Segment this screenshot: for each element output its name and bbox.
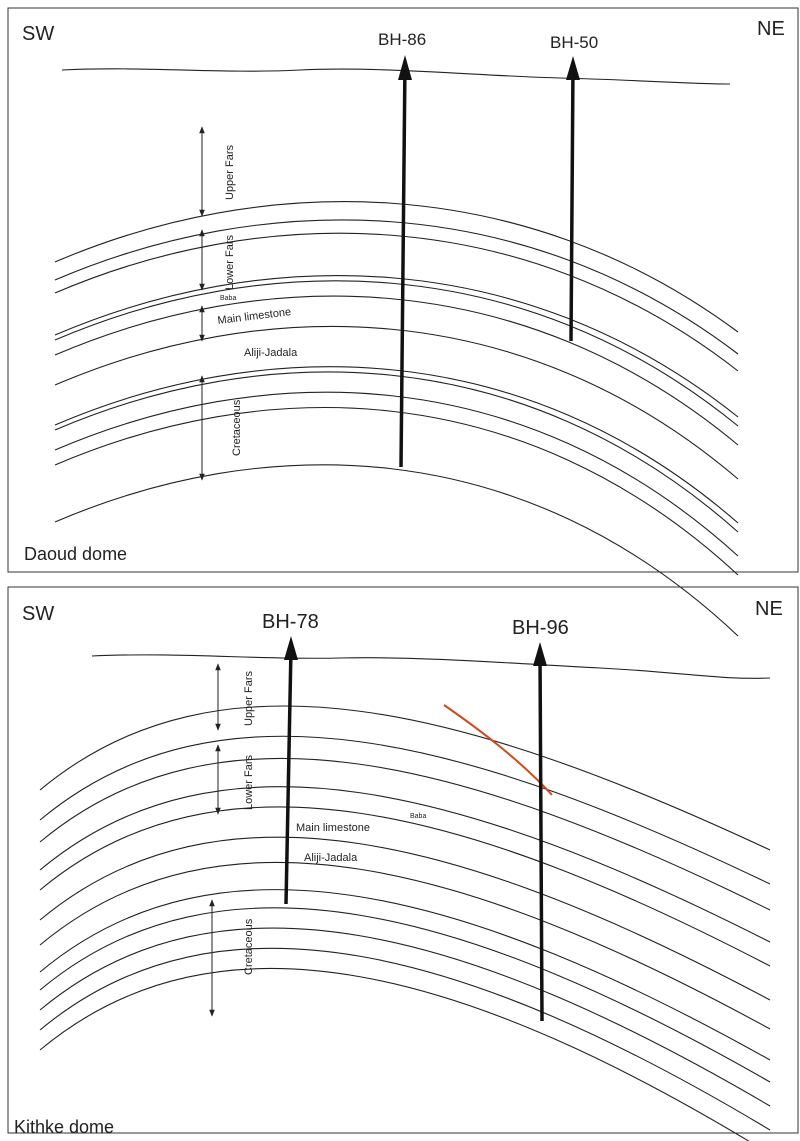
panel-frame xyxy=(7,586,799,1134)
panel: SW NE BH-86 BH-50 Upper Fars Lower Fars … xyxy=(7,7,799,637)
horizon xyxy=(54,391,739,557)
unit-label: Main limestone xyxy=(217,306,292,327)
borehole xyxy=(569,65,575,342)
borehole-arrow xyxy=(284,636,298,660)
borehole-label: BH-96 xyxy=(512,617,569,639)
borehole xyxy=(399,61,407,468)
borehole xyxy=(284,647,293,905)
borehole-label: BH-50 xyxy=(550,33,598,52)
panel-name: Daoud dome xyxy=(24,544,127,564)
unit-label: Cretaceous xyxy=(231,399,243,456)
right-label: NE xyxy=(755,598,783,620)
unit-label: Cretaceous xyxy=(243,918,255,975)
panel-name: Kithke dome xyxy=(14,1117,114,1137)
horizon xyxy=(39,757,771,911)
horizon xyxy=(39,907,771,1083)
fault xyxy=(443,704,553,796)
horizon xyxy=(39,786,771,943)
right-label: NE xyxy=(757,18,785,40)
horizon xyxy=(54,201,739,333)
horizon xyxy=(39,889,771,1061)
horizon xyxy=(54,407,739,576)
unit-label: Baba xyxy=(220,295,236,302)
unit-label: Baba xyxy=(410,813,426,820)
horizon xyxy=(54,295,739,446)
borehole-label: BH-86 xyxy=(378,30,426,49)
horizons xyxy=(54,201,739,637)
horizon xyxy=(39,705,771,851)
unit-label: Main limestone xyxy=(296,822,370,834)
left-label: SW xyxy=(22,603,54,625)
horizon xyxy=(54,232,739,372)
horizon xyxy=(39,967,750,1141)
borehole-arrow xyxy=(566,56,580,80)
borehole-arrow xyxy=(533,642,547,666)
horizons xyxy=(39,705,771,1141)
horizon xyxy=(54,371,739,533)
horizon xyxy=(54,464,739,637)
horizon xyxy=(39,927,771,1107)
horizon xyxy=(39,947,771,1131)
panel-frame xyxy=(7,7,799,573)
horizon xyxy=(39,836,771,1001)
horizon xyxy=(39,735,771,885)
borehole-label: BH-78 xyxy=(262,611,319,633)
ground-surface xyxy=(61,68,731,85)
unit-label: Aliji-Jadala xyxy=(244,347,298,359)
thickness-arrows xyxy=(209,663,221,1017)
unit-label: Upper Fars xyxy=(224,144,236,200)
horizon xyxy=(54,219,739,355)
horizon xyxy=(54,274,739,418)
horizon xyxy=(54,366,739,524)
unit-label: Aliji-Jadala xyxy=(304,852,358,864)
borehole-arrow xyxy=(398,55,412,80)
unit-label: Lower Fars xyxy=(224,234,236,290)
left-label: SW xyxy=(22,23,54,45)
horizon xyxy=(54,325,739,480)
panel: SW NE BH-78 BH-96 Upper Fars Lower Fars … xyxy=(7,586,799,1141)
horizon xyxy=(39,806,771,967)
unit-label: Lower Fars xyxy=(243,754,255,810)
ground-surface xyxy=(91,654,771,679)
unit-label: Upper Fars xyxy=(243,670,255,726)
borehole xyxy=(538,653,544,1022)
horizon xyxy=(39,861,771,1030)
horizon xyxy=(54,280,739,427)
